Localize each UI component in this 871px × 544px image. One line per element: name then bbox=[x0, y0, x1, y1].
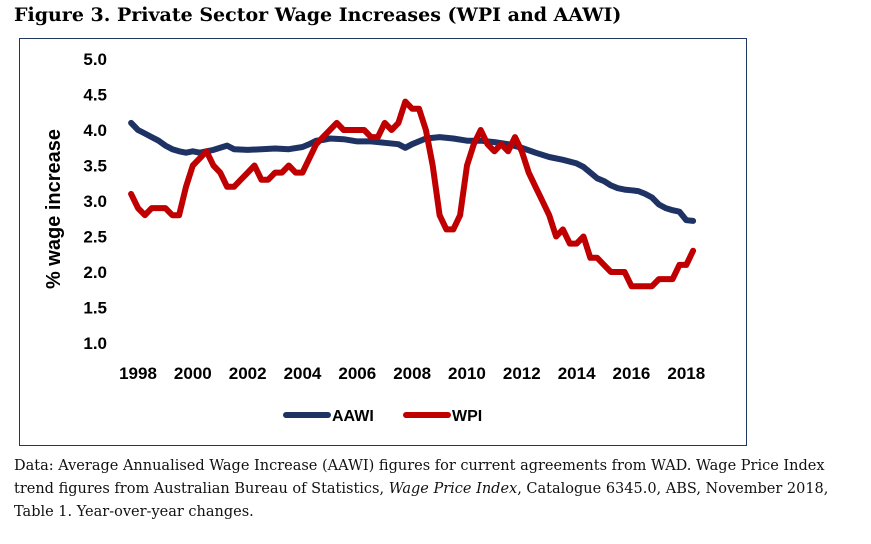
x-axis-ticks: 1998 2000 2002 2004 2006 2008 2010 2012 2014 2016… bbox=[119, 364, 705, 383]
chart-area: 1.0 1.5 2.0 2.5 3.0 3.5 4.0 4.5 5.0 1998 2000 2002… bbox=[19, 38, 747, 446]
y-tick-label: 2.5 bbox=[83, 228, 107, 247]
y-tick-label: 5.0 bbox=[83, 50, 107, 69]
line-chart: 1.0 1.5 2.0 2.5 3.0 3.5 4.0 4.5 5.0 1998 2000 2002… bbox=[43, 50, 705, 425]
series-lines bbox=[128, 98, 697, 290]
figure-caption: Data: Average Annualised Wage Increase (… bbox=[14, 455, 864, 524]
x-tick-label: 2012 bbox=[503, 364, 541, 383]
y-tick-label: 2.0 bbox=[83, 263, 107, 282]
x-tick-label: 2000 bbox=[174, 364, 212, 383]
x-tick-label: 2004 bbox=[284, 364, 322, 383]
y-tick-label: 3.0 bbox=[83, 192, 107, 211]
caption-publication-title: Wage Price Index bbox=[388, 481, 518, 497]
x-tick-label: 1998 bbox=[119, 364, 157, 383]
x-tick-label: 2008 bbox=[393, 364, 431, 383]
x-tick-label: 2018 bbox=[667, 364, 705, 383]
y-tick-label: 3.5 bbox=[83, 157, 107, 176]
y-axis-label: % wage increase bbox=[43, 129, 65, 289]
y-tick-label: 1.5 bbox=[83, 299, 107, 318]
legend: AAWI WPI bbox=[283, 408, 482, 425]
x-tick-label: 2006 bbox=[338, 364, 376, 383]
caption-text-2: , Catalogue 6345.0, ABS, November 2018, … bbox=[14, 481, 829, 520]
y-tick-label: 4.0 bbox=[83, 121, 107, 140]
y-tick-label: 1.0 bbox=[83, 334, 107, 353]
legend-label-wpi: WPI bbox=[452, 408, 482, 425]
x-tick-label: 2016 bbox=[613, 364, 651, 383]
y-axis-ticks: 1.0 1.5 2.0 2.5 3.0 3.5 4.0 4.5 5.0 bbox=[83, 50, 107, 353]
x-tick-label: 2002 bbox=[229, 364, 267, 383]
legend-label-aawi: AAWI bbox=[332, 408, 374, 425]
series-line-wpi bbox=[128, 98, 697, 290]
figure-title: Figure 3. Private Sector Wage Increases … bbox=[14, 4, 622, 26]
x-tick-label: 2014 bbox=[558, 364, 596, 383]
caption-text-1: Data: Average Annualised Wage Increase (… bbox=[14, 458, 825, 497]
y-tick-label: 4.5 bbox=[83, 86, 107, 105]
x-tick-label: 2010 bbox=[448, 364, 486, 383]
series-line-aawi bbox=[128, 119, 697, 224]
